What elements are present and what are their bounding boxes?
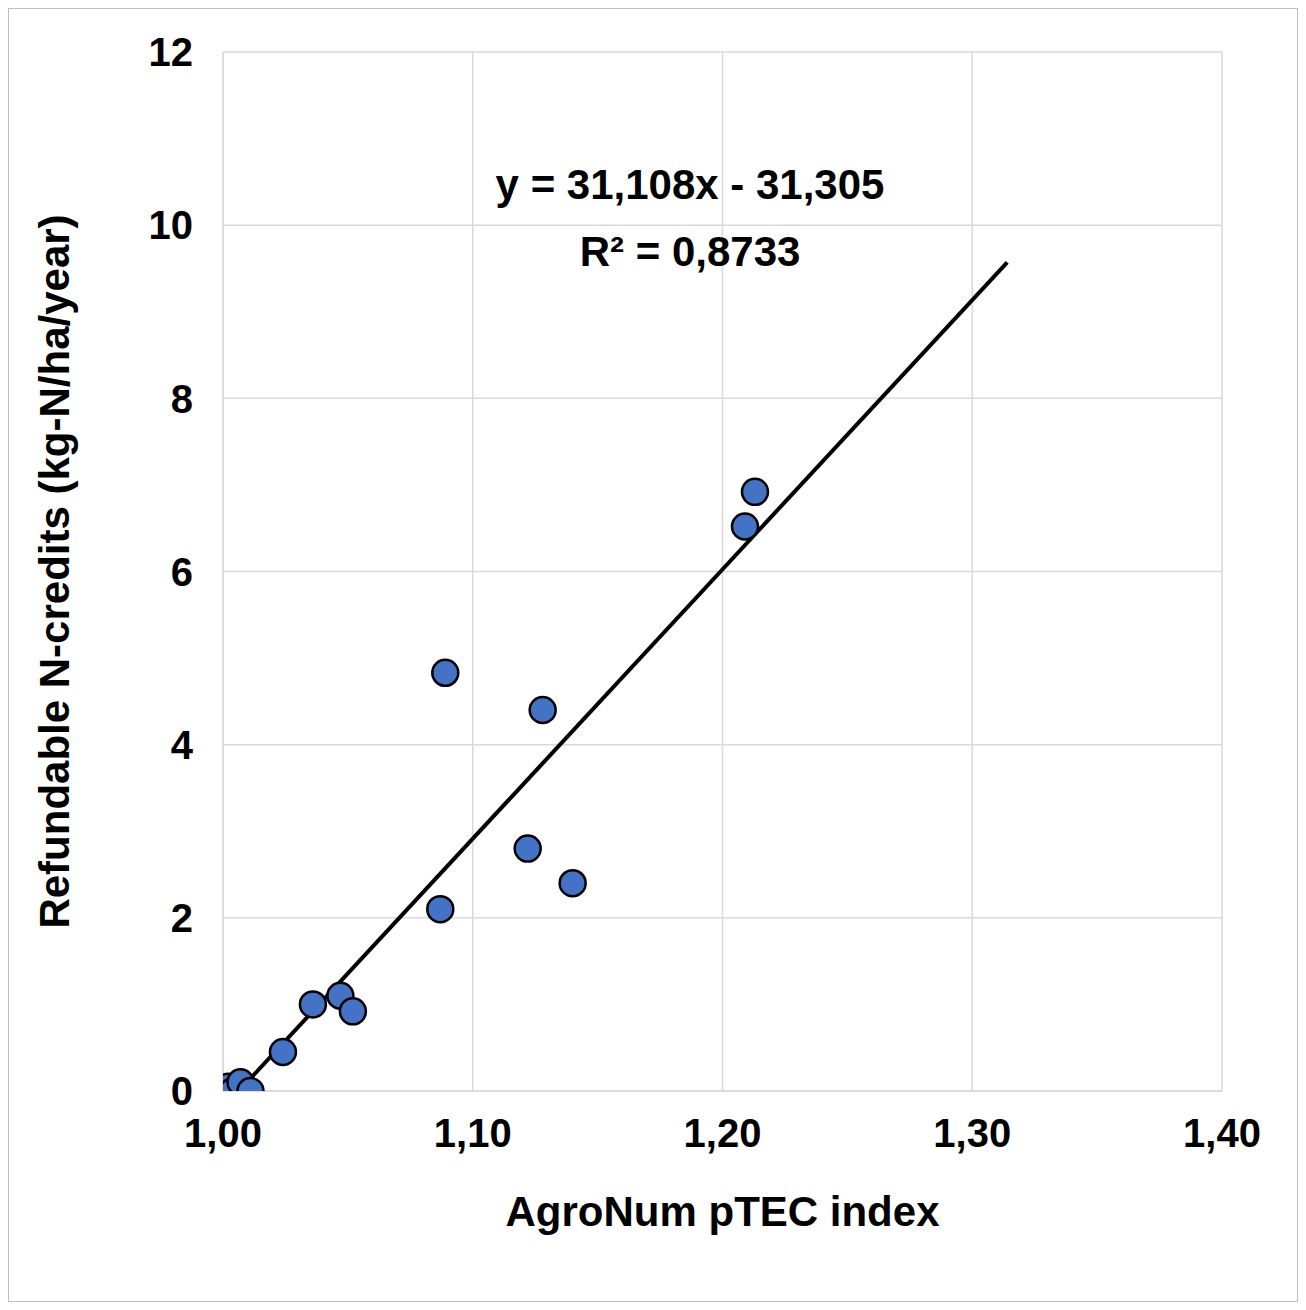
- svg-text:R² = 0,8733: R² = 0,8733: [580, 228, 801, 275]
- svg-text:10: 10: [149, 203, 194, 247]
- svg-text:4: 4: [171, 723, 194, 767]
- svg-text:AgroNum pTEC index: AgroNum pTEC index: [505, 1188, 940, 1235]
- svg-text:1,20: 1,20: [684, 1111, 762, 1155]
- svg-text:1,10: 1,10: [434, 1111, 512, 1155]
- svg-text:6: 6: [171, 550, 193, 594]
- svg-text:1,40: 1,40: [1183, 1111, 1261, 1155]
- svg-text:0: 0: [171, 1069, 193, 1113]
- svg-text:8: 8: [171, 377, 193, 421]
- svg-text:12: 12: [149, 30, 194, 74]
- svg-text:y = 31,108x - 31,305: y = 31,108x - 31,305: [496, 161, 885, 208]
- svg-text:2: 2: [171, 896, 193, 940]
- svg-text:Refundable N-credits (kg-N/ha/: Refundable N-credits (kg-N/ha/year): [31, 214, 78, 928]
- svg-text:1,00: 1,00: [184, 1111, 262, 1155]
- svg-text:1,30: 1,30: [933, 1111, 1011, 1155]
